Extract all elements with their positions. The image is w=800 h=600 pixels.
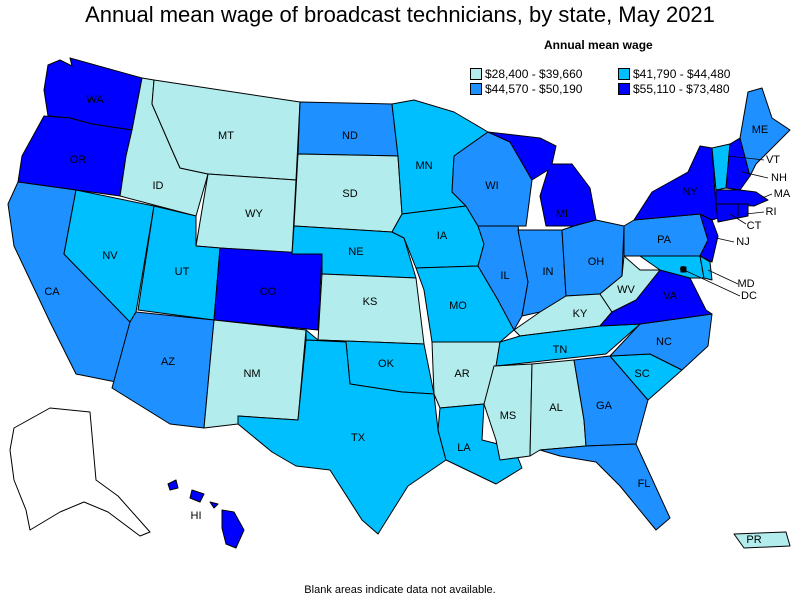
label-ar: AR	[454, 368, 469, 380]
state-hi[interactable]	[167, 479, 245, 549]
label-or: OR	[70, 154, 87, 166]
label-mt: MT	[218, 130, 234, 142]
label-ky: KY	[573, 308, 588, 320]
label-ia: IA	[437, 230, 448, 242]
state-la[interactable]	[437, 403, 523, 485]
legend-label-4: $55,110 - $73,480	[633, 81, 730, 96]
label-me: ME	[752, 124, 769, 136]
footnote: Blank areas indicate data not available.	[304, 584, 496, 596]
label-ca: CA	[44, 286, 60, 298]
label-ut: UT	[175, 266, 190, 278]
label-dc: DC	[741, 290, 757, 302]
label-ms: MS	[500, 410, 517, 422]
label-pr: PR	[746, 534, 761, 546]
legend-label-1: $28,400 - $39,660	[485, 66, 583, 81]
legend-item-bin-4: $55,110 - $73,480	[618, 81, 730, 96]
legend-item-bin-3: $44,570 - $50,190	[470, 81, 583, 96]
legend-swatch-4	[618, 82, 630, 95]
label-hi: HI	[191, 510, 202, 522]
label-wi: WI	[485, 180, 498, 192]
label-wy: WY	[245, 208, 263, 220]
state-md[interactable]	[639, 255, 705, 279]
label-mn: MN	[415, 160, 432, 172]
label-mo: MO	[449, 300, 467, 312]
label-va: VA	[663, 290, 678, 302]
label-nh: NH	[771, 172, 787, 184]
state-ny[interactable]	[633, 145, 725, 221]
label-wa: WA	[86, 94, 104, 106]
label-leader-lines	[683, 155, 773, 297]
label-tn: TN	[553, 344, 568, 356]
map-title: Annual mean wage of broadcast technician…	[85, 2, 715, 27]
label-ct: CT	[747, 220, 762, 232]
label-ri: RI	[766, 206, 777, 218]
state-ak[interactable]	[9, 407, 151, 537]
label-al: AL	[549, 402, 562, 414]
label-in: IN	[543, 266, 554, 278]
label-vt: VT	[766, 154, 780, 166]
label-co: CO	[260, 286, 277, 298]
legend-swatch-3	[470, 82, 482, 95]
state-labels: WA OR CA ID NV MT WY UT AZ CO NM ND SD N…	[44, 94, 791, 546]
state-tx[interactable]	[237, 339, 447, 535]
label-nm: NM	[243, 368, 260, 380]
legend-title: Annual mean wage	[544, 38, 653, 52]
state-fl[interactable]	[539, 443, 671, 531]
label-ks: KS	[363, 296, 378, 308]
state-ri[interactable]	[737, 203, 749, 219]
state-pr[interactable]	[733, 531, 791, 549]
label-nj: NJ	[736, 236, 749, 248]
label-tx: TX	[351, 432, 366, 444]
legend-swatch-1	[470, 67, 482, 80]
label-az: AZ	[161, 356, 175, 368]
legend-label-2: $41,790 - $44,480	[633, 66, 731, 81]
label-pa: PA	[657, 234, 672, 246]
state-nh[interactable]	[725, 137, 751, 191]
label-oh: OH	[588, 256, 605, 268]
label-sc: SC	[634, 368, 649, 380]
label-id: ID	[153, 180, 164, 192]
label-il: IL	[500, 270, 509, 282]
legend-item-bin-1: $28,400 - $39,660	[470, 66, 583, 81]
dc-marker	[680, 266, 686, 272]
legend-swatch-2	[618, 67, 630, 80]
label-la: LA	[457, 442, 471, 454]
state-ks[interactable]	[317, 273, 425, 345]
label-ne: NE	[348, 246, 363, 258]
label-ga: GA	[596, 400, 613, 412]
state-wv[interactable]	[599, 255, 661, 313]
state-co[interactable]	[213, 247, 323, 331]
legend-item-bin-2: $41,790 - $44,480	[618, 66, 731, 81]
label-sd: SD	[342, 188, 357, 200]
label-nd: ND	[342, 130, 358, 142]
label-nc: NC	[656, 336, 672, 348]
label-wv: WV	[617, 284, 635, 296]
label-fl: FL	[638, 478, 651, 490]
label-md: MD	[737, 278, 754, 290]
label-nv: NV	[102, 250, 118, 262]
legend-label-3: $44,570 - $50,190	[485, 81, 583, 96]
label-ny: NY	[682, 186, 698, 198]
label-ok: OK	[378, 358, 395, 370]
label-mi: MI	[556, 208, 568, 220]
label-ma: MA	[774, 188, 791, 200]
state-ct[interactable]	[715, 203, 739, 223]
state-de[interactable]	[699, 255, 713, 281]
